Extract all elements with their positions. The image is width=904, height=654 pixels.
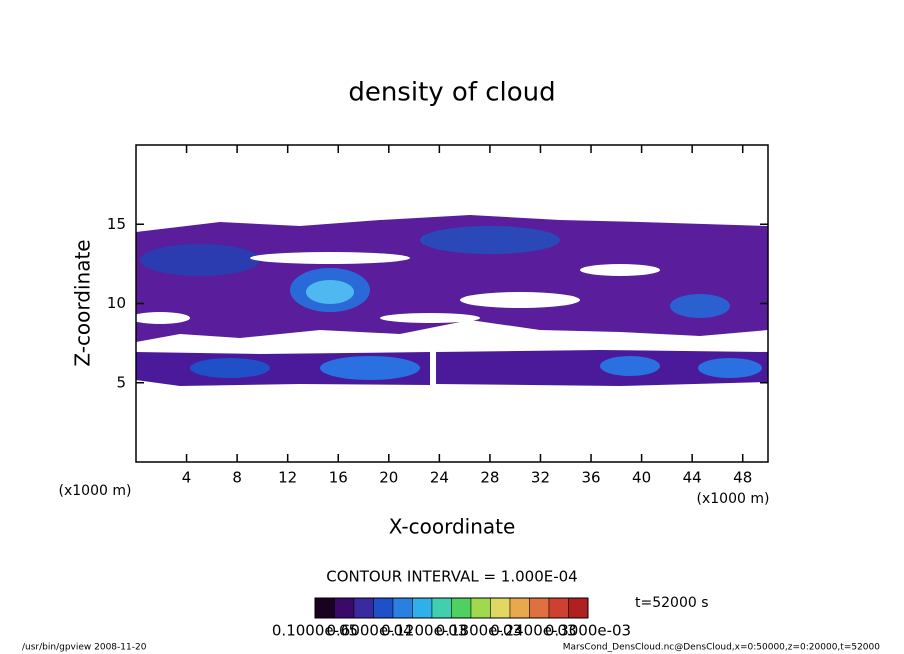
colorbar-cell (353, 597, 374, 619)
colorbar-cell (431, 597, 452, 619)
footer-right: MarsCond_DensCloud.nc@DensCloud,x=0:5000… (563, 643, 880, 653)
contour-interval: CONTOUR INTERVAL = 1.000E-04 (326, 568, 577, 586)
colorbar-cell (451, 597, 472, 619)
y-tick-label: 10 (107, 294, 126, 312)
colorbar-cell (314, 597, 335, 619)
y-tick-label: 15 (107, 215, 126, 233)
colorbar-cell (373, 597, 394, 619)
colorbar-cell (412, 597, 433, 619)
x-tick-label: 16 (329, 469, 348, 487)
time-label: t=52000 s (635, 595, 709, 611)
x-tick-label: 28 (480, 469, 499, 487)
colorbar-cell (509, 597, 530, 619)
x-tick-label: 20 (379, 469, 398, 487)
cloud-field (136, 215, 768, 386)
x-tick-label: 8 (232, 469, 242, 487)
x-unit-label: (x1000 m) (697, 491, 770, 507)
x-tick-label: 40 (632, 469, 651, 487)
colorbar-cell (334, 597, 355, 619)
x-unit-label: (x1000 m) (59, 483, 132, 499)
colorbar-label: 0.1000e-05 (272, 622, 358, 640)
colorbar-frame (314, 597, 589, 619)
colorbar-label: 0.3000e-03 (545, 622, 631, 640)
colorbar-cell (470, 597, 491, 619)
colorbar-label: 0.6000e-04 (326, 622, 412, 640)
colorbar-label: 0.1200e-03 (381, 622, 467, 640)
y-axis-label: Z-coordinate (71, 239, 95, 366)
colorbar-cell (548, 597, 569, 619)
colorbar-cell (392, 597, 413, 619)
footer-left: /usr/bin/gpview 2008-11-20 (22, 643, 147, 653)
colorbar-cell (490, 597, 511, 619)
colorbar-cell (529, 597, 550, 619)
colorbar-label: 0.2400e-03 (490, 622, 576, 640)
x-tick-label: 32 (531, 469, 550, 487)
x-tick-label: 48 (733, 469, 752, 487)
x-tick-label: 4 (182, 469, 192, 487)
x-tick-label: 12 (278, 469, 297, 487)
x-tick-label: 24 (430, 469, 449, 487)
colorbar-cell (568, 597, 589, 619)
chart-title: density of cloud (348, 78, 555, 108)
y-tick-label: 5 (116, 373, 126, 391)
x-tick-label: 36 (581, 469, 600, 487)
x-axis-label: X-coordinate (389, 515, 516, 539)
x-tick-label: 44 (683, 469, 702, 487)
colorbar-label: 0.1800e-03 (436, 622, 522, 640)
